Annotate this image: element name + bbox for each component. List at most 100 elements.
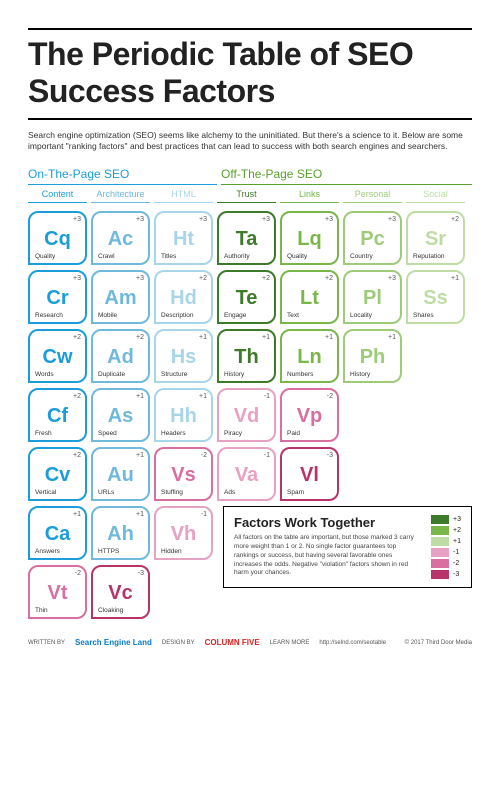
grid-row: +2CvVertical+1AuURLs-2VsStuffing-1VaAds-… <box>28 447 472 501</box>
element-symbol: Hd <box>161 288 206 308</box>
legend-row: +2 <box>431 526 461 535</box>
element-weight: +1 <box>136 452 144 459</box>
element-symbol: Ln <box>287 347 332 367</box>
element-symbol: Vh <box>161 524 206 544</box>
element-symbol: Te <box>224 288 269 308</box>
legend-swatch <box>431 515 449 524</box>
element-cell: -3VcCloaking <box>91 565 150 619</box>
element-weight: +3 <box>73 275 81 282</box>
element-label: Stuffing <box>161 489 183 496</box>
element-symbol: Ac <box>98 229 143 249</box>
element-weight: +3 <box>325 216 333 223</box>
section-on-page: On-The-Page SEO <box>28 167 217 185</box>
element-cell: +1LnNumbers <box>280 329 339 383</box>
element-cell: -2VtThin <box>28 565 87 619</box>
element-label: Research <box>35 312 63 319</box>
element-weight: +3 <box>388 216 396 223</box>
element-symbol: Th <box>224 347 269 367</box>
legend-value: +2 <box>453 527 461 534</box>
element-cell: +2HdDescription <box>154 270 213 324</box>
column-header: Personal <box>343 189 402 203</box>
legend-value: +1 <box>453 538 461 545</box>
element-label: Vertical <box>35 489 56 496</box>
element-weight: -3 <box>138 570 144 577</box>
element-cell: +2AdDuplicate <box>91 329 150 383</box>
element-label: Authority <box>224 253 250 260</box>
column-headers: ContentArchitectureHTMLTrustLinksPersona… <box>28 189 472 203</box>
learnmore-label: LEARN MORE <box>270 640 310 646</box>
writtenby-label: WRITTEN BY <box>28 640 65 646</box>
footer-url: http://selnd.com/seotable <box>319 640 386 646</box>
element-label: Structure <box>161 371 187 378</box>
legend-row: +3 <box>431 515 461 524</box>
legend-row: -3 <box>431 570 461 579</box>
element-cell: +1ThHistory <box>217 329 276 383</box>
element-cell: -1VdPiracy <box>217 388 276 442</box>
element-cell: +2CfFresh <box>28 388 87 442</box>
element-cell: +3LqQuality <box>280 211 339 265</box>
element-cell: -2VpPaid <box>280 388 339 442</box>
element-weight: -1 <box>264 393 270 400</box>
brand-c5: COLUMN FIVE <box>205 638 260 647</box>
grid-row: +2CwWords+2AdDuplicate+1HsStructure+1ThH… <box>28 329 472 383</box>
sidebox-body: All factors on the table are important, … <box>234 534 421 578</box>
element-weight: +1 <box>199 393 207 400</box>
legend-swatch <box>431 570 449 579</box>
element-label: Mobile <box>98 312 117 319</box>
brand-sel: Search Engine Land <box>75 638 152 647</box>
element-weight: +2 <box>262 275 270 282</box>
element-label: Country <box>350 253 373 260</box>
element-symbol: Ta <box>224 229 269 249</box>
element-cell: +3CqQuality <box>28 211 87 265</box>
element-label: History <box>350 371 370 378</box>
section-headers: On-The-Page SEO Off-The-Page SEO <box>28 167 472 189</box>
legend-swatch <box>431 537 449 546</box>
element-label: Titles <box>161 253 176 260</box>
element-label: Spam <box>287 489 304 496</box>
grid-row: +3CrResearch+3AmMobile+2HdDescription+2T… <box>28 270 472 324</box>
grid-row: +2CfFresh+1AsSpeed+1HhHeaders-1VdPiracy-… <box>28 388 472 442</box>
element-weight: +1 <box>73 511 81 518</box>
element-cell: +3HtTitles <box>154 211 213 265</box>
element-symbol: Cw <box>35 347 80 367</box>
page-title: The Periodic Table of SEO Success Factor… <box>28 36 472 110</box>
element-cell: +1AuURLs <box>91 447 150 501</box>
element-label: Shares <box>413 312 434 319</box>
element-weight: -2 <box>201 452 207 459</box>
element-label: Crawl <box>98 253 115 260</box>
element-weight: +3 <box>73 216 81 223</box>
element-label: Duplicate <box>98 371 125 378</box>
column-header: Social <box>406 189 465 203</box>
element-label: Engage <box>224 312 246 319</box>
footer: WRITTEN BY Search Engine Land DESIGN BY … <box>28 638 472 647</box>
element-cell: -1VaAds <box>217 447 276 501</box>
element-label: Cloaking <box>98 607 123 614</box>
element-cell: +3CrResearch <box>28 270 87 324</box>
element-weight: -1 <box>264 452 270 459</box>
intro-text: Search engine optimization (SEO) seems l… <box>28 130 472 154</box>
title-rule <box>28 118 472 120</box>
element-label: Answers <box>35 548 60 555</box>
legend-row: -1 <box>431 548 461 557</box>
element-label: Paid <box>287 430 300 437</box>
element-weight: +1 <box>451 275 459 282</box>
element-symbol: Hs <box>161 347 206 367</box>
element-label: Thin <box>35 607 48 614</box>
legend-swatch <box>431 559 449 568</box>
element-label: Fresh <box>35 430 52 437</box>
element-label: Numbers <box>287 371 313 378</box>
element-cell: +2LtText <box>280 270 339 324</box>
element-symbol: Vp <box>287 406 332 426</box>
element-symbol: Vl <box>287 465 332 485</box>
element-cell: -2VsStuffing <box>154 447 213 501</box>
element-label: History <box>224 371 244 378</box>
element-symbol: Pc <box>350 229 395 249</box>
column-header: Architecture <box>91 189 150 203</box>
column-header: HTML <box>154 189 213 203</box>
element-cell: +3TaAuthority <box>217 211 276 265</box>
column-header: Content <box>28 189 87 203</box>
element-symbol: Ph <box>350 347 395 367</box>
element-cell: +1AhHTTPS <box>91 506 150 560</box>
element-label: HTTPS <box>98 548 119 555</box>
legend-row: -2 <box>431 559 461 568</box>
